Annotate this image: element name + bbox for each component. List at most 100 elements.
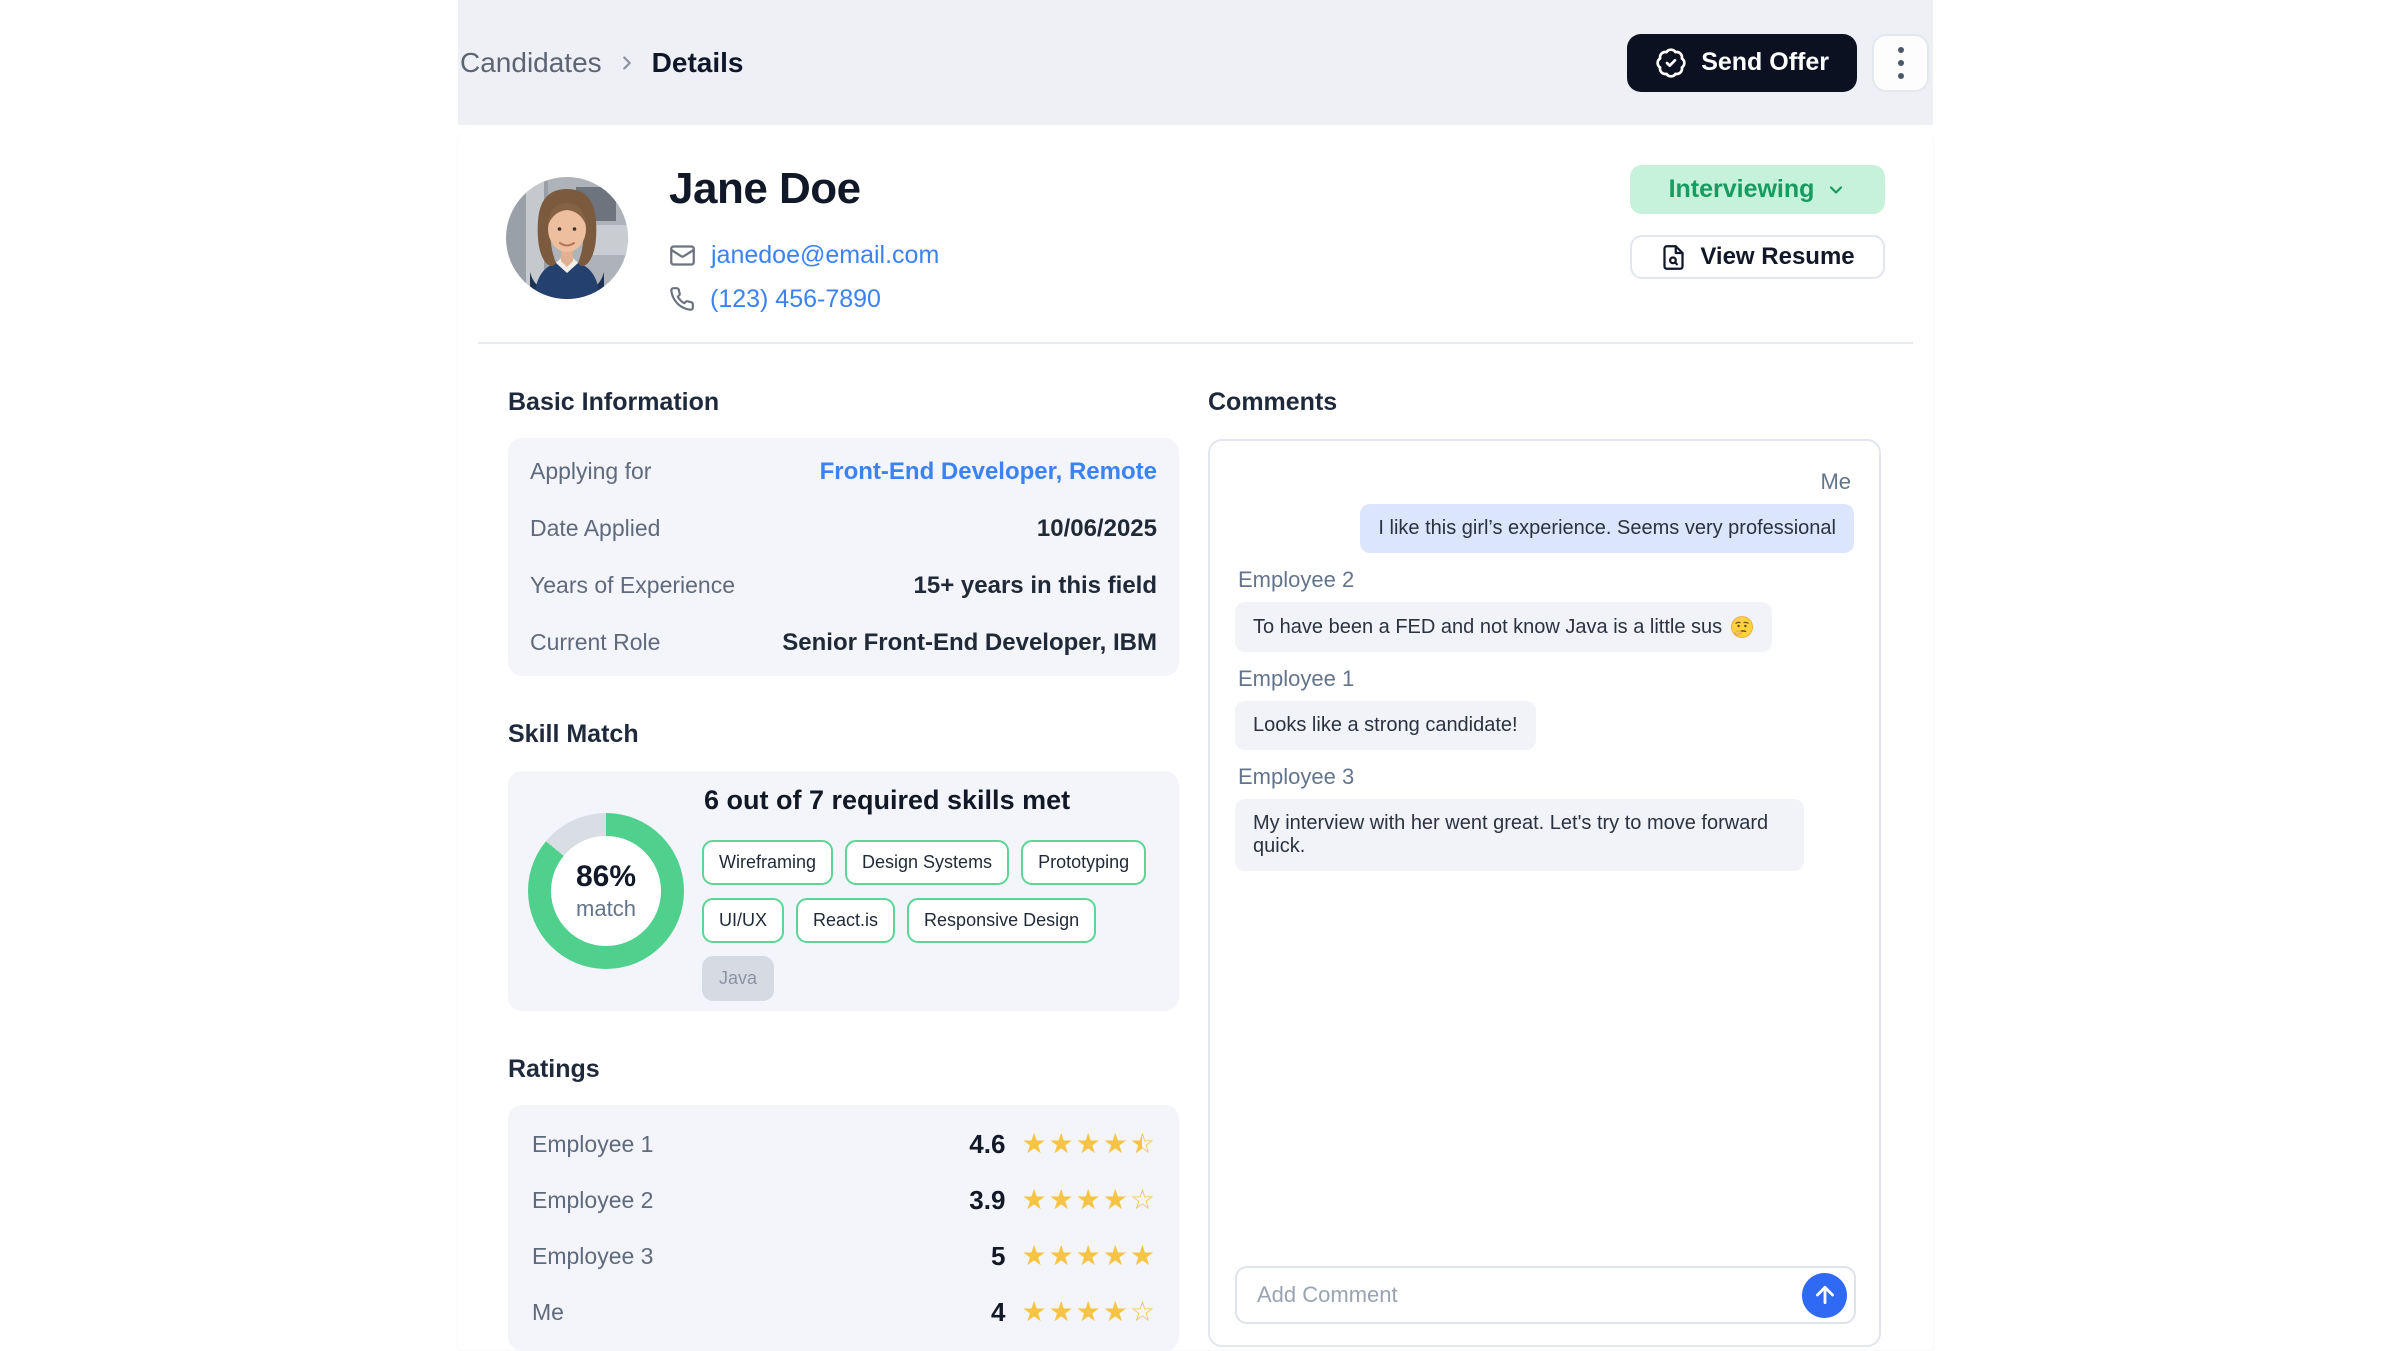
phone-icon: [669, 286, 695, 312]
rating-value: 3.9: [969, 1184, 1006, 1215]
star-icon: ★: [1021, 1183, 1047, 1216]
star-icon: ★: [1021, 1127, 1047, 1160]
star-icon: ☆★: [1129, 1127, 1155, 1160]
skill-chip-responsive-design: Responsive Design: [907, 898, 1097, 943]
comment-text: Looks like a strong candidate!: [1253, 714, 1518, 736]
contact-rows: janedoe@email.com (123) 456-7890: [669, 240, 939, 314]
skill-match-percent: 86%: [575, 860, 637, 893]
rating-value: 5: [990, 1240, 1006, 1271]
comment-bubble: Looks like a strong candidate!: [1235, 701, 1536, 750]
identity-block: Jane Doe janedoe@email.com (: [669, 165, 939, 314]
email-link[interactable]: janedoe@email.com: [711, 240, 940, 269]
star-icon: ★: [1102, 1127, 1128, 1160]
skill-chip-design-systems: Design Systems: [845, 840, 1010, 885]
file-search-icon: [1660, 244, 1687, 271]
kebab-dot: [1897, 59, 1904, 66]
star-icon: ★: [1075, 1295, 1101, 1328]
info-value: Senior Front-End Developer, IBM: [782, 628, 1157, 656]
star-icon: ★: [1102, 1239, 1128, 1272]
comments-panel: Me I like this girl’s experience. Seems …: [1208, 439, 1881, 1347]
comment-input-wrap: [1235, 1266, 1856, 1324]
skill-match-panel: 86% match 6 out of 7 required skills met…: [508, 771, 1179, 1011]
avatar: [506, 177, 628, 299]
star-icon: ★: [1048, 1295, 1074, 1328]
comment-bubble: To have been a FED and not know Java is …: [1235, 602, 1773, 652]
send-offer-label: Send Offer: [1701, 48, 1829, 76]
right-column: Comments Me I like this girl’s experienc…: [1208, 344, 1881, 1351]
star-icon: ★: [1129, 1239, 1155, 1272]
phone-link[interactable]: (123) 456-7890: [710, 284, 881, 313]
star-icon: ★: [1021, 1295, 1047, 1328]
star-rating: ★ ★ ★ ★ ☆: [1021, 1297, 1155, 1327]
status-dropdown[interactable]: Interviewing: [1630, 165, 1885, 214]
info-row-applying-for: Applying for Front-End Developer, Remote: [530, 443, 1157, 500]
ratings-title: Ratings: [508, 1055, 600, 1083]
skill-summary: 6 out of 7 required skills met: [704, 785, 1071, 815]
star-rating: ★ ★ ★ ★ ☆: [1021, 1185, 1155, 1215]
comment-author: Employee 1: [1238, 666, 1355, 691]
info-label: Applying for: [530, 458, 652, 484]
breadcrumb-details: Details: [651, 46, 744, 78]
mail-icon: [669, 242, 696, 269]
content-column: Candidates Details Send Offer: [458, 0, 1933, 1351]
badge-check-icon: [1655, 47, 1687, 79]
comment-author: Employee 3: [1238, 764, 1355, 789]
skill-chips: Wireframing Design Systems Prototyping UI/U…: [702, 840, 1159, 1001]
star-icon: ☆: [1129, 1295, 1155, 1328]
comment-text: I like this girl’s experience. Seems ver…: [1378, 517, 1836, 539]
card-body: Basic Information Applying for Front-End…: [458, 344, 1933, 1351]
left-column: Basic Information Applying for Front-End…: [508, 344, 1179, 1351]
rating-name: Me: [532, 1298, 564, 1325]
arrow-up-icon: [1812, 1282, 1838, 1308]
basic-info-panel: Applying for Front-End Developer, Remote…: [508, 438, 1179, 676]
chevron-right-icon: [616, 52, 638, 74]
status-label: Interviewing: [1668, 175, 1815, 203]
send-comment-button[interactable]: [1802, 1272, 1847, 1318]
comment-bubble: I like this girl’s experience. Seems ver…: [1360, 504, 1854, 553]
phone-row: (123) 456-7890: [669, 284, 939, 314]
thinking-face-emoji: [1730, 615, 1754, 639]
star-icon: ★: [1102, 1183, 1128, 1216]
info-row-date-applied: Date Applied 10/06/2025: [530, 500, 1157, 557]
star-rating: ★ ★ ★ ★ ★: [1021, 1241, 1155, 1271]
star-icon: ★: [1048, 1239, 1074, 1272]
topbar: Candidates Details Send Offer: [458, 0, 1933, 125]
chevron-down-icon: [1826, 180, 1846, 200]
info-row-experience: Years of Experience 15+ years in this fi…: [530, 557, 1157, 614]
send-offer-button[interactable]: Send Offer: [1627, 33, 1857, 92]
comment-text: To have been a FED and not know Java is …: [1253, 615, 1723, 638]
ratings-panel: Employee 1 4.6★★★★☆★ Employee 2 3.9★★★★☆…: [508, 1105, 1179, 1351]
skill-chip-react-is: React.is: [796, 898, 896, 943]
rating-row: Employee 2 3.9 ★ ★ ★ ★ ☆: [532, 1172, 1155, 1228]
kebab-dot: [1897, 72, 1904, 79]
info-value: 10/06/2025: [1036, 514, 1157, 542]
info-label: Date Applied: [530, 515, 661, 541]
skill-chip-ui-ux: UI/UX: [702, 898, 785, 943]
skill-chip-java: Java: [702, 956, 775, 1001]
candidate-card: Jane Doe janedoe@email.com (: [458, 125, 1933, 1351]
star-icon: ★: [1048, 1183, 1074, 1216]
rating-row: Employee 3 5 ★ ★ ★ ★ ★: [532, 1228, 1155, 1284]
profile-divider: [478, 342, 1913, 344]
rating-row: Employee 1 4.6★★★★☆★: [532, 1116, 1155, 1172]
skill-match-title: Skill Match: [508, 720, 639, 748]
skill-donut: 86% match: [528, 813, 684, 969]
applying-for-link[interactable]: Front-End Developer, Remote: [819, 457, 1157, 485]
view-resume-button[interactable]: View Resume: [1630, 235, 1885, 279]
comment-text: My interview with her went great. Let's …: [1253, 812, 1769, 857]
skill-match-percent-caption: match: [576, 896, 636, 921]
view-resume-label: View Resume: [1700, 243, 1855, 270]
add-comment-input[interactable]: [1257, 1282, 1802, 1308]
profile-section: Jane Doe janedoe@email.com (: [458, 125, 1933, 314]
comment-author: Me: [1820, 469, 1851, 494]
comment-author: Employee 2: [1238, 567, 1355, 592]
breadcrumb-candidates[interactable]: Candidates: [460, 46, 602, 78]
star-rating: ★★★★☆★: [1021, 1129, 1155, 1159]
more-options-button[interactable]: [1872, 33, 1929, 92]
star-icon: ★: [1048, 1127, 1074, 1160]
rating-row: Me 4 ★ ★ ★ ★ ☆: [532, 1284, 1155, 1340]
skill-right: 6 out of 7 required skills met Wireframi…: [702, 781, 1159, 1001]
topbar-actions: Send Offer: [1627, 33, 1929, 92]
comments-title: Comments: [1208, 388, 1338, 416]
